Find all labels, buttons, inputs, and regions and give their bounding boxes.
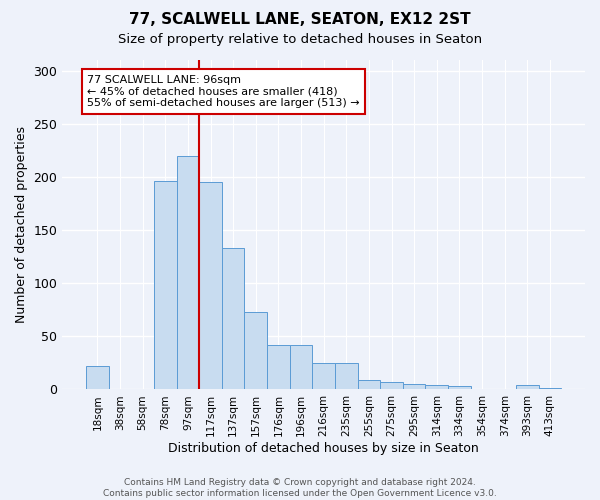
Bar bbox=[222, 248, 244, 390]
Bar bbox=[403, 384, 425, 390]
Bar bbox=[516, 385, 539, 390]
Bar bbox=[267, 345, 290, 390]
Bar bbox=[176, 156, 199, 390]
Bar bbox=[380, 382, 403, 390]
Bar bbox=[154, 181, 176, 390]
Bar bbox=[290, 345, 313, 390]
Text: Size of property relative to detached houses in Seaton: Size of property relative to detached ho… bbox=[118, 32, 482, 46]
Bar bbox=[335, 363, 358, 390]
Bar bbox=[425, 385, 448, 390]
Bar bbox=[448, 386, 471, 390]
Y-axis label: Number of detached properties: Number of detached properties bbox=[15, 126, 28, 323]
Bar bbox=[358, 380, 380, 390]
Bar bbox=[86, 366, 109, 390]
Bar bbox=[539, 388, 561, 390]
Bar bbox=[313, 363, 335, 390]
Text: 77, SCALWELL LANE, SEATON, EX12 2ST: 77, SCALWELL LANE, SEATON, EX12 2ST bbox=[129, 12, 471, 28]
X-axis label: Distribution of detached houses by size in Seaton: Distribution of detached houses by size … bbox=[168, 442, 479, 455]
Bar bbox=[199, 182, 222, 390]
Text: Contains HM Land Registry data © Crown copyright and database right 2024.
Contai: Contains HM Land Registry data © Crown c… bbox=[103, 478, 497, 498]
Bar bbox=[244, 312, 267, 390]
Text: 77 SCALWELL LANE: 96sqm
← 45% of detached houses are smaller (418)
55% of semi-d: 77 SCALWELL LANE: 96sqm ← 45% of detache… bbox=[87, 75, 360, 108]
